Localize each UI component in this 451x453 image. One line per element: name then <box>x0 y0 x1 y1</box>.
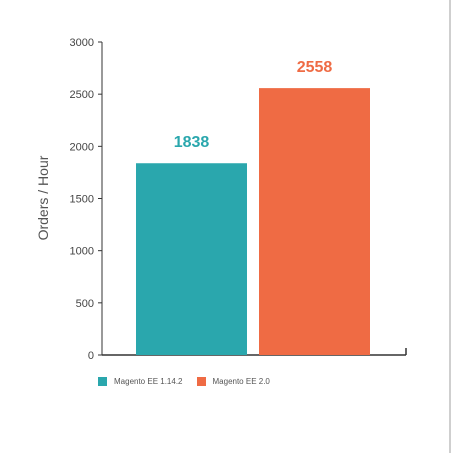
y-axis-label: Orders / Hour <box>35 155 51 240</box>
y-tick-label: 3000 <box>70 37 94 49</box>
legend-item: Magento EE 2.0 <box>196 377 270 386</box>
data-label: 1838 <box>174 134 210 151</box>
data-labels: 1838 2558 <box>174 59 333 151</box>
bar <box>136 163 247 355</box>
legend-item: Magento EE 1.14.2 <box>98 377 183 386</box>
y-tick-label: 1500 <box>70 194 94 206</box>
data-label: 2558 <box>297 59 333 76</box>
legend-label: Magento EE 1.14.2 <box>114 377 183 386</box>
legend-swatch <box>196 377 206 386</box>
legend-swatch <box>98 377 107 386</box>
frame-edge <box>449 0 451 453</box>
legend-label: Magento EE 2.0 <box>212 377 270 386</box>
bar <box>259 88 370 356</box>
y-tick-label: 2000 <box>70 141 94 153</box>
y-tick-label: 500 <box>76 298 94 310</box>
y-tick-label: 0 <box>88 350 94 362</box>
legend: Magento EE 1.14.2 Magento EE 2.0 <box>98 377 270 386</box>
bars <box>136 88 370 356</box>
y-tick-label: 1000 <box>70 246 94 258</box>
y-tick-label: 2500 <box>70 89 94 101</box>
